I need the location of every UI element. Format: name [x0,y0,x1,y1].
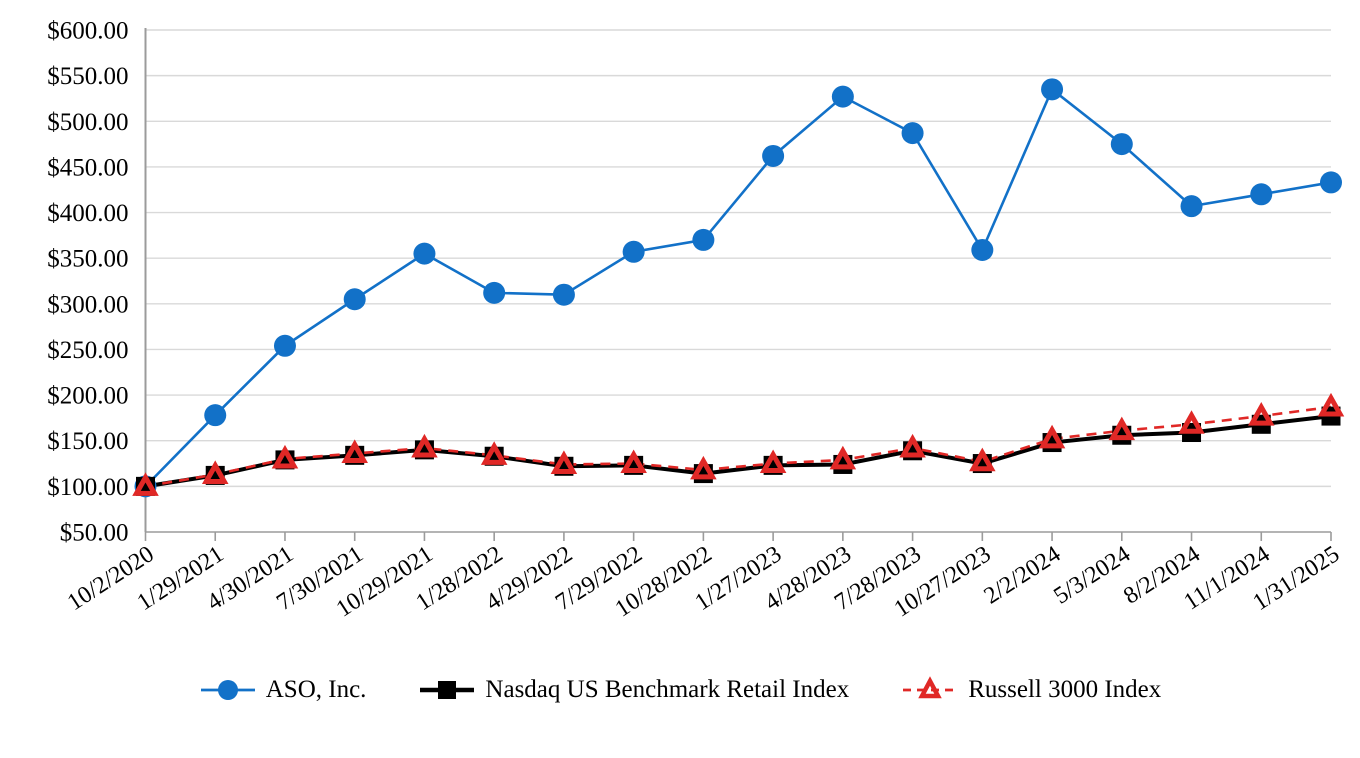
y-axis-tick-label: $200.00 [47,383,128,410]
x-axis-tick-label: 5/3/2024 [1049,541,1135,609]
data-point-circle [273,334,296,357]
data-point-circle [204,404,227,427]
data-point-circle [1041,78,1064,101]
legend-marker-circle-icon [200,680,255,700]
y-axis-tick-label: $300.00 [47,291,128,318]
data-point-circle [413,242,436,265]
x-axis-tick-label: 2/2/2024 [980,541,1066,609]
y-axis-tick-label: $100.00 [47,474,128,501]
data-point-triangle [690,455,717,480]
data-point-circle [622,240,645,263]
series-markers-2 [136,406,1341,496]
data-point-circle [552,283,575,306]
data-point-triangle [1038,424,1066,449]
data-point-triangle [341,439,368,464]
y-axis-tick-label: $350.00 [47,246,128,273]
y-axis-tick-label: $450.00 [47,154,128,181]
data-point-circle [692,228,715,251]
data-point-triangle [132,472,159,496]
y-axis-tick-label: $250.00 [47,337,128,364]
legend-label: Nasdaq US Benchmark Retail Index [485,676,850,703]
legend-item-1: ASO, Inc. [199,676,367,704]
data-point-triangle [969,447,996,472]
data-point-circle [1250,183,1273,206]
data-point-circle [831,85,854,108]
data-point-triangle [759,449,787,474]
series-line-1 [144,87,1332,488]
data-point-triangle [201,460,229,484]
y-axis-tick-label: $150.00 [47,428,128,455]
data-point-circle [1110,133,1133,156]
y-axis-tick-label: $50.00 [60,520,129,547]
legend-label: Russell 3000 Index [968,676,1162,703]
data-point-circle [483,281,506,304]
data-point-triangle [1317,392,1345,417]
legend-item-2: Nasdaq US Benchmark Retail Index [418,676,849,704]
data-point-circle [901,122,924,145]
y-axis-tick-label: $550.00 [47,63,128,90]
legend-label: ASO, Inc. [265,676,367,703]
y-axis-tick-label: $500.00 [47,109,128,136]
data-point-triangle [1108,416,1136,441]
series-line-3 [145,405,1332,488]
data-point-circle [1180,195,1203,218]
data-point-triangle [550,450,578,474]
data-point-triangle [1178,410,1205,434]
data-point-circle [343,288,366,311]
series-markers-3 [132,392,1345,496]
data-point-triangle [1247,401,1275,426]
chart-legend: ASO, Inc. Nasdaq US Benchmark Retail Inde… [0,676,1360,704]
series-line-2 [145,414,1332,489]
chart-plot-area: $600.00 $550.00 $500.00 $450.00 $400.00 $350.… [47,18,1345,623]
y-axis-tick-label: $400.00 [47,200,128,227]
data-point-triangle [899,433,926,458]
data-point-triangle [480,441,508,465]
y-axis-tick-label: $600.00 [47,18,128,45]
data-point-circle [762,144,785,167]
data-point-triangle [411,433,438,458]
series-markers-1 [134,78,1342,498]
legend-marker-square-icon [420,681,475,699]
data-point-circle [971,238,994,261]
legend-item-3: Russell 3000 Index [901,676,1161,704]
data-point-triangle [620,449,647,474]
data-point-triangle [829,445,857,470]
data-point-triangle [271,444,299,469]
data-point-circle [1320,171,1342,194]
legend-marker-triangle-open-icon [903,676,958,699]
